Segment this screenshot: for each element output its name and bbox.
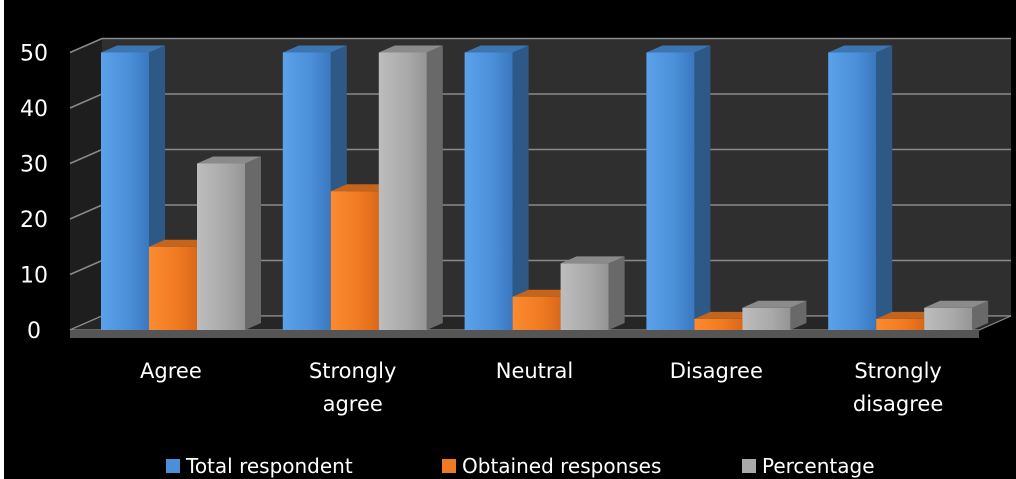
- y-tick-label: 40: [20, 97, 48, 122]
- y-axis-ticks: 0 10 20 30 40 50: [20, 42, 48, 345]
- bar-side: [876, 45, 893, 330]
- bar-front: [464, 52, 513, 330]
- floor-edge: [70, 330, 979, 338]
- bar-front: [694, 318, 743, 330]
- bar-percentage: [197, 156, 261, 330]
- legend-item: Obtained responses: [442, 454, 661, 478]
- bar-top: [101, 45, 165, 53]
- bar-front: [330, 191, 379, 330]
- side-wall: [70, 38, 102, 330]
- bar-side: [694, 45, 711, 330]
- x-tick-label: Agree: [140, 359, 202, 383]
- bar-side: [512, 45, 529, 330]
- y-tick-label: 50: [20, 42, 48, 67]
- bar-front: [876, 318, 925, 330]
- bar-top: [646, 45, 711, 53]
- legend-label: Obtained responses: [462, 454, 661, 478]
- bar-front: [282, 52, 331, 330]
- legend-label: Total respondent: [185, 454, 353, 478]
- legend-item: Percentage: [742, 454, 875, 478]
- bar-total-respondent: [828, 45, 893, 330]
- legend-item: Total respondent: [166, 454, 353, 478]
- x-tick-label: Strongly disagree: [853, 359, 943, 416]
- bar-top: [197, 156, 261, 164]
- y-tick-label: 20: [20, 208, 48, 233]
- bar-top: [924, 300, 989, 308]
- bar-front: [149, 246, 197, 330]
- bar-total-respondent: [464, 45, 529, 330]
- bar-side: [608, 256, 625, 330]
- bar-percentage: [924, 300, 989, 330]
- bar-top: [742, 300, 807, 308]
- bar-chart: 0 10 20 30 40 50 Agree Strongly agree Neutral Dis…: [20, 37, 1012, 478]
- bar-front: [742, 307, 791, 330]
- bar-top: [282, 45, 347, 53]
- bar-top: [378, 45, 443, 53]
- bar-front: [560, 263, 609, 330]
- x-tick-label: Strongly agree: [309, 359, 397, 416]
- bar-front: [197, 163, 245, 330]
- bar-total-respondent: [646, 45, 711, 330]
- x-axis-ticks: Agree Strongly agree Neutral Disagree Strongl…: [140, 359, 943, 416]
- bar-top: [828, 45, 893, 53]
- bar-percentage: [560, 256, 625, 330]
- bar-front: [924, 307, 973, 330]
- gridline: [69, 37, 1011, 54]
- bar-front: [101, 52, 149, 330]
- legend-swatch: [442, 459, 456, 473]
- legend-label: Percentage: [762, 454, 875, 478]
- y-tick-label: 30: [20, 153, 48, 178]
- bar-side: [426, 45, 443, 330]
- bar-percentage: [742, 300, 807, 330]
- bar-total-respondent: [282, 45, 347, 330]
- bar-side: [245, 156, 261, 330]
- bar-percentage: [378, 45, 443, 330]
- x-tick-label: Neutral: [496, 359, 574, 383]
- bar-top: [464, 45, 529, 53]
- bars: [101, 45, 989, 330]
- legend-swatch: [166, 459, 180, 473]
- bar-front: [512, 296, 561, 330]
- chart-frame: 0 10 20 30 40 50 Agree Strongly agree Neutral Dis…: [4, 0, 1016, 479]
- bar-front: [378, 52, 427, 330]
- x-tick-label: Disagree: [670, 359, 763, 383]
- y-tick-label: 10: [20, 264, 48, 289]
- legend: Total respondent Obtained responses Percen…: [166, 454, 875, 478]
- bar-front: [828, 52, 877, 330]
- bar-side: [972, 300, 989, 330]
- legend-swatch: [742, 459, 756, 473]
- bar-front: [646, 52, 695, 330]
- y-tick-label: 0: [27, 319, 41, 344]
- bar-top: [560, 256, 625, 264]
- bar-side: [790, 300, 807, 330]
